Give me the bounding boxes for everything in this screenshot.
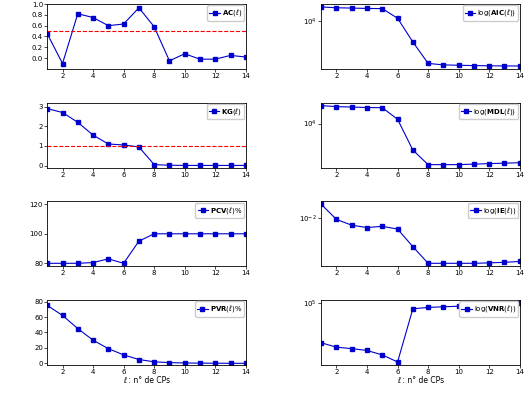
X-axis label: ℓ : n° de CPs: ℓ : n° de CPs — [397, 377, 444, 385]
Legend: $\mathbf{AC}(\ell)$: $\mathbf{AC}(\ell)$ — [207, 5, 245, 20]
Legend: $\mathbf{PCV}(\ell)\%$: $\mathbf{PCV}(\ell)\%$ — [195, 203, 245, 218]
Legend: $\log(\mathbf{MDL}(\ell))$: $\log(\mathbf{MDL}(\ell))$ — [458, 104, 518, 119]
Legend: $\mathbf{KG}(\ell)$: $\mathbf{KG}(\ell)$ — [207, 104, 245, 119]
Legend: $\log(\mathbf{IE}(\ell))$: $\log(\mathbf{IE}(\ell))$ — [468, 203, 518, 218]
Legend: $\log(\mathbf{VNR}(\ell))$: $\log(\mathbf{VNR}(\ell))$ — [459, 302, 518, 316]
Legend: $\mathbf{PVR}(\ell)\%$: $\mathbf{PVR}(\ell)\%$ — [195, 302, 245, 316]
X-axis label: ℓ : n° de CPs: ℓ : n° de CPs — [123, 377, 170, 385]
Legend: $\log(\mathbf{AIC}(\ell))$: $\log(\mathbf{AIC}(\ell))$ — [463, 5, 518, 20]
